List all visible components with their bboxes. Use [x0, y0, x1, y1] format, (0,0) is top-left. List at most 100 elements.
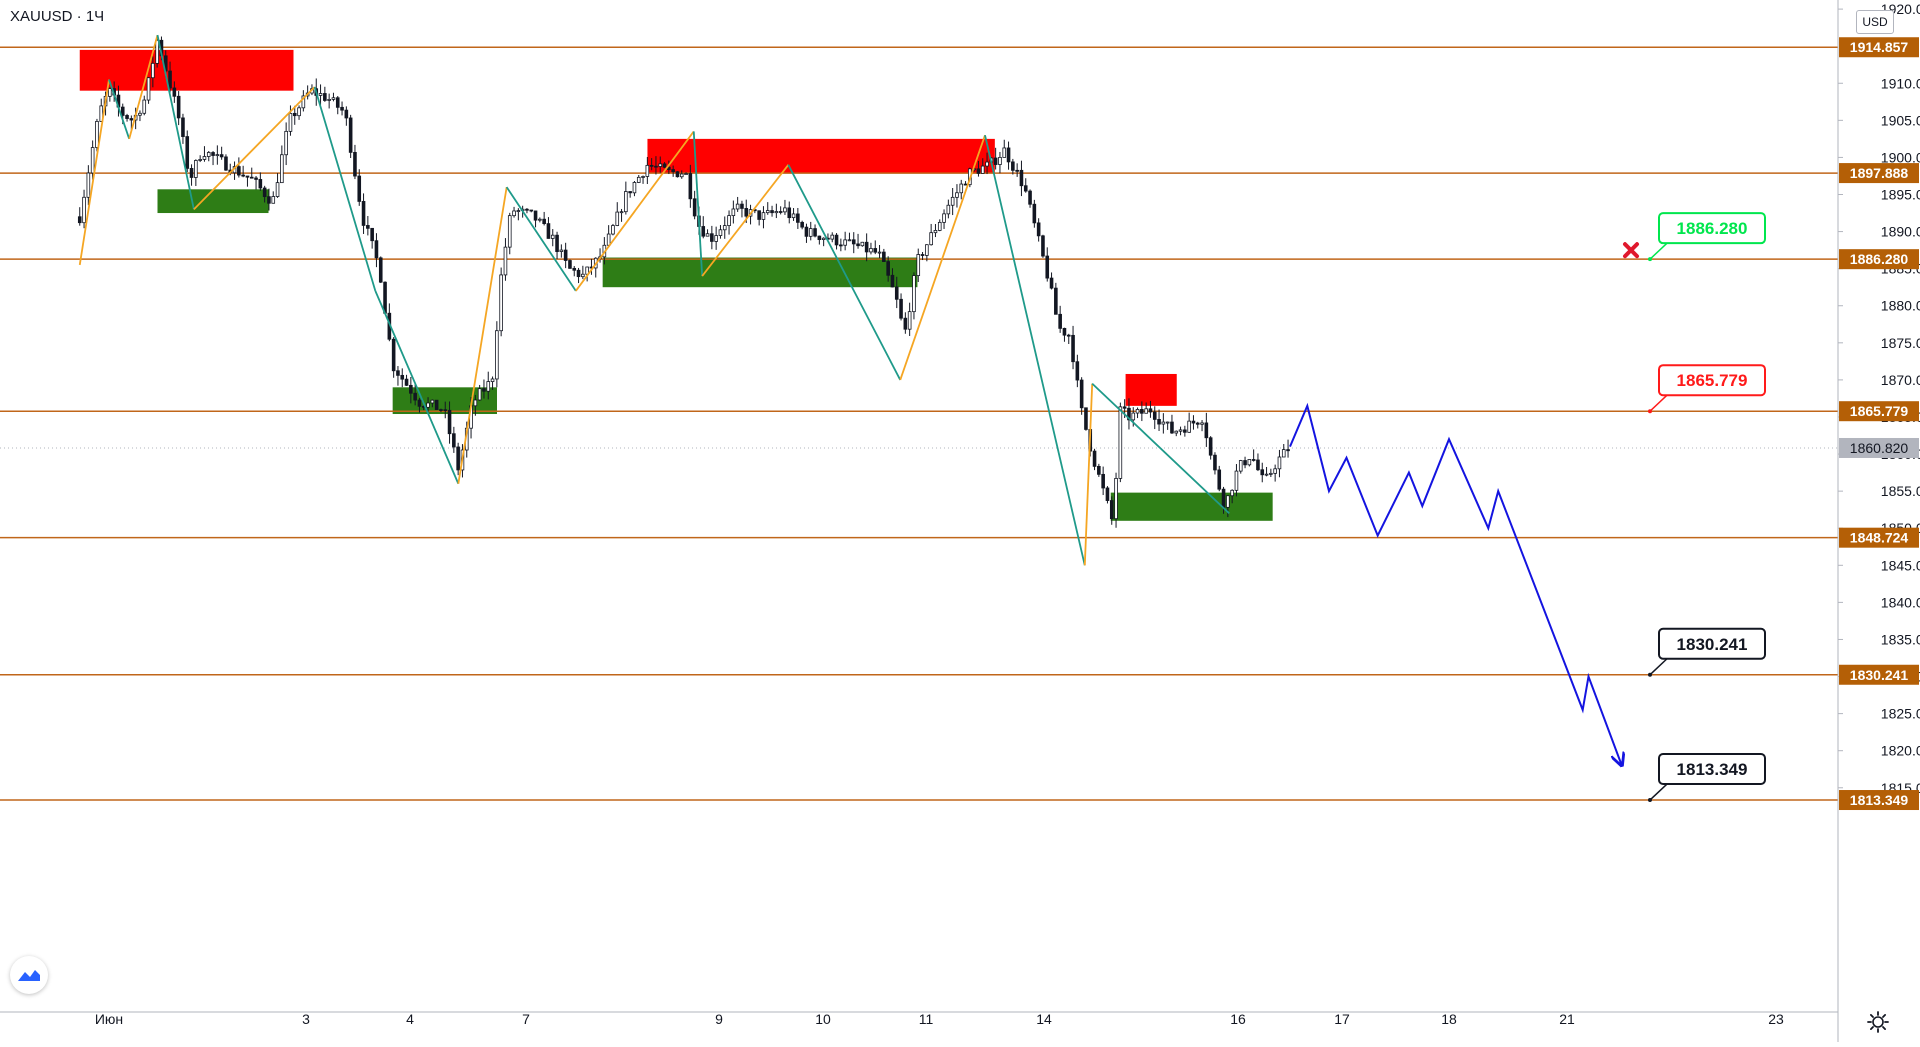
currency-button[interactable]: USD — [1856, 10, 1894, 34]
candle-body — [237, 166, 241, 176]
callout-pointer — [1649, 394, 1668, 412]
candle-body — [615, 211, 620, 226]
price-callout[interactable]: 1830.241 — [1648, 627, 1766, 677]
candle-body — [151, 62, 155, 79]
candle-body — [675, 171, 680, 178]
candle-body — [99, 105, 104, 122]
candle-body — [1208, 437, 1213, 456]
current-price-label: 1860.820 — [1850, 440, 1909, 456]
zigzag-segment — [78, 79, 110, 266]
price-callout[interactable]: 1865.779 — [1648, 364, 1766, 414]
x-tick-label: 7 — [522, 1011, 530, 1027]
level-price-tag — [1839, 401, 1919, 422]
candle-body — [344, 109, 349, 119]
zigzag-segment — [313, 86, 377, 292]
candle-body — [219, 154, 224, 158]
y-tick-label: 1855.000 — [1881, 483, 1920, 499]
demand-zone — [602, 257, 918, 288]
candle-body — [185, 136, 190, 169]
candle-body — [662, 163, 667, 168]
candle-body — [366, 225, 370, 229]
candle-body — [1226, 495, 1230, 508]
candle-body — [439, 409, 443, 411]
zigzag-segment — [692, 131, 704, 277]
candle-body — [929, 232, 933, 246]
candle-body — [1097, 465, 1101, 475]
zigzag-layer — [78, 34, 1230, 566]
candle-body — [348, 117, 353, 153]
candle-body — [1006, 147, 1011, 163]
candle-body — [886, 261, 890, 276]
x-tick-label: 11 — [919, 1011, 934, 1027]
candle-body — [740, 203, 744, 209]
symbol-label[interactable]: XAUUSD · 1Ч — [10, 8, 105, 25]
zigzag-segment — [108, 79, 131, 140]
candle-body — [1071, 334, 1075, 363]
candle-body — [796, 213, 800, 223]
candle-body — [843, 239, 847, 246]
candle-body — [1114, 477, 1118, 520]
callout-label: 1886.280 — [1677, 219, 1748, 238]
candle-body — [1213, 454, 1217, 471]
candle-body — [937, 221, 942, 231]
candle-body — [714, 235, 718, 242]
candle-body — [774, 211, 779, 214]
candle-body — [701, 226, 706, 237]
candle-body — [146, 77, 151, 101]
candle-body — [976, 168, 981, 174]
candle-body — [370, 227, 374, 242]
candle-body — [1011, 161, 1015, 171]
price-callout[interactable]: 1886.280 — [1623, 212, 1766, 262]
candles-layer — [77, 36, 1290, 528]
candle-body — [555, 234, 559, 252]
candle-body — [628, 191, 632, 194]
candle-body — [323, 93, 327, 101]
candle-body — [912, 275, 916, 313]
current-price-tag — [1839, 437, 1919, 458]
candle-body — [684, 173, 688, 175]
zigzag-segment — [193, 86, 316, 210]
candle-body — [503, 246, 508, 276]
time-axis[interactable] — [0, 1012, 1838, 1042]
candle-body — [456, 446, 460, 471]
candle-body — [490, 378, 495, 382]
candle-body — [1084, 407, 1088, 430]
y-tick-label: 1840.000 — [1881, 594, 1920, 610]
candle-body — [761, 212, 766, 220]
candle-body — [817, 235, 822, 240]
gear-icon[interactable] — [1866, 1010, 1890, 1034]
candle-body — [378, 257, 383, 283]
candle-body — [86, 172, 91, 198]
candle-body — [735, 203, 740, 210]
candle-body — [1178, 429, 1183, 432]
candle-body — [1144, 408, 1148, 414]
level-price-label: 1897.888 — [1850, 165, 1909, 181]
candle-body — [1152, 411, 1157, 420]
candle-body — [1195, 422, 1200, 425]
y-tick-label: 1880.000 — [1881, 298, 1920, 314]
candle-body — [925, 244, 929, 256]
price-callout[interactable]: 1813.349 — [1648, 753, 1766, 803]
callout-box — [1658, 212, 1766, 245]
candle-body — [249, 176, 254, 179]
candle-body — [82, 196, 86, 224]
candle-body — [262, 187, 267, 198]
candle-body — [679, 173, 684, 178]
candle-body — [688, 173, 693, 200]
candle-body — [516, 210, 521, 212]
candle-body — [430, 399, 435, 404]
candle-body — [1127, 407, 1131, 421]
tradingview-logo-icon[interactable] — [10, 956, 48, 994]
candle-body — [495, 330, 499, 380]
candle-body — [391, 338, 396, 372]
candle-body — [856, 243, 860, 247]
candle-body — [581, 273, 585, 278]
candle-body — [1234, 470, 1239, 491]
candle-body — [563, 249, 568, 261]
callout-anchor — [1648, 409, 1652, 414]
candle-body — [284, 130, 288, 156]
supply-zone — [79, 49, 294, 91]
candle-body — [529, 209, 534, 212]
